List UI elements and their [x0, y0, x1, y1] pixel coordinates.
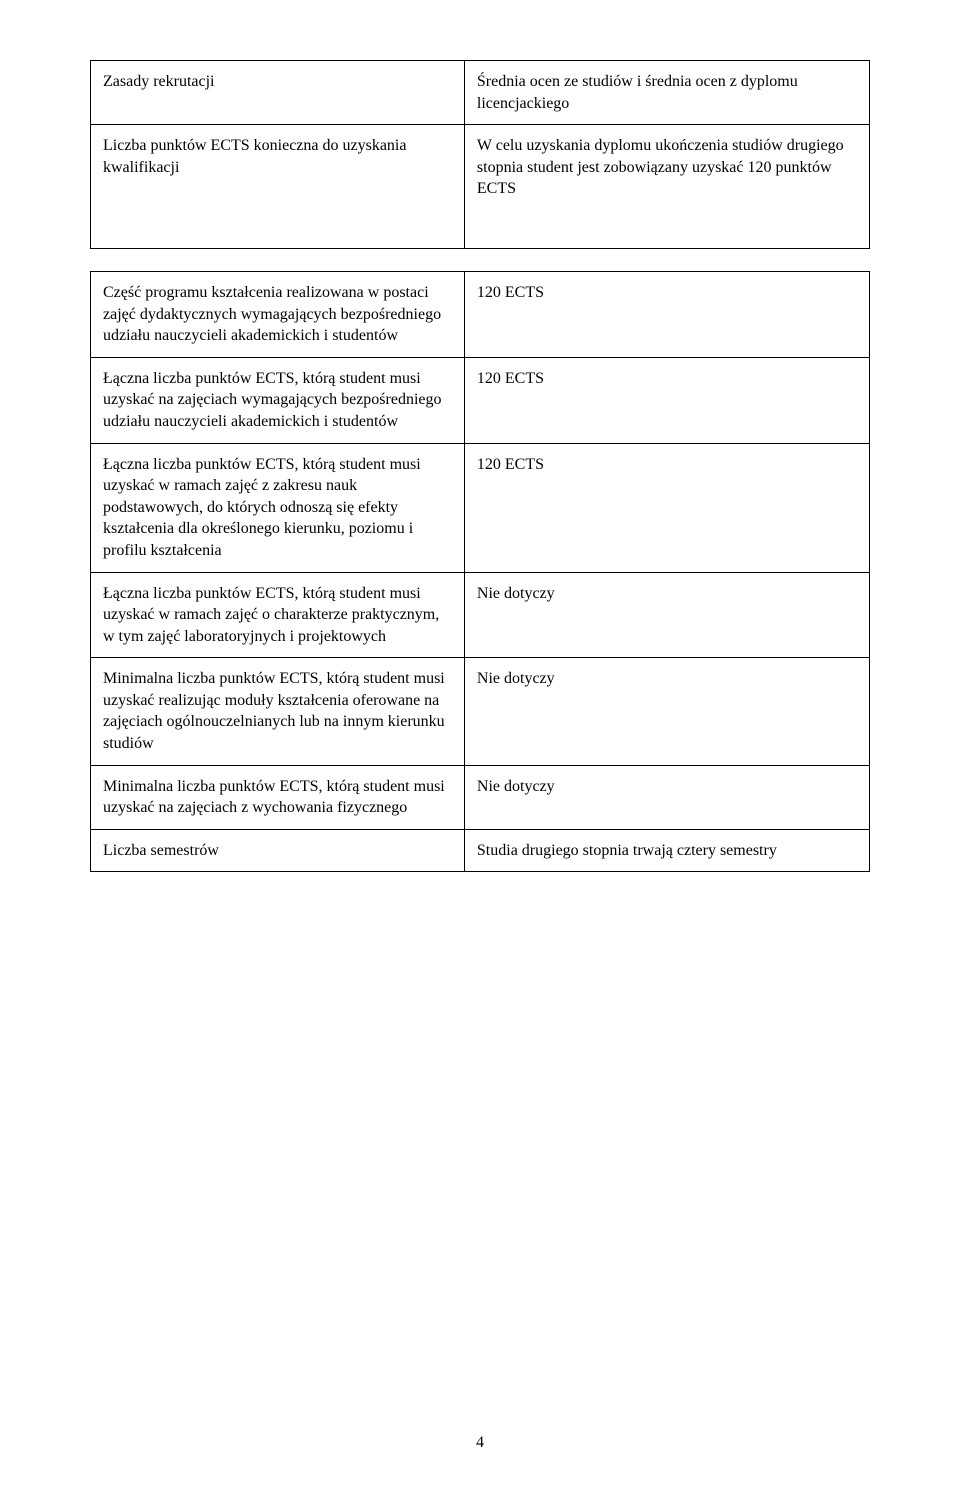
cell-right: Nie dotyczy [464, 572, 869, 658]
table-gap [90, 249, 870, 271]
table-1: Zasady rekrutacji Średnia ocen ze studió… [90, 60, 870, 249]
cell-left: Łączna liczba punktów ECTS, którą studen… [91, 443, 465, 572]
cell-right: Nie dotyczy [464, 658, 869, 765]
table-row: Minimalna liczba punktów ECTS, którą stu… [91, 658, 870, 765]
table-2: Część programu kształcenia realizowana w… [90, 271, 870, 872]
cell-left: Łączna liczba punktów ECTS, którą studen… [91, 572, 465, 658]
cell-left: Zasady rekrutacji [91, 61, 465, 125]
cell-left: Minimalna liczba punktów ECTS, którą stu… [91, 765, 465, 829]
cell-right: 120 ECTS [464, 443, 869, 572]
page-container: Zasady rekrutacji Średnia ocen ze studió… [0, 0, 960, 1488]
table-row: Łączna liczba punktów ECTS, którą studen… [91, 572, 870, 658]
cell-right: 120 ECTS [464, 357, 869, 443]
table-row: Liczba semestrów Studia drugiego stopnia… [91, 829, 870, 872]
cell-right: Nie dotyczy [464, 765, 869, 829]
cell-right: W celu uzyskania dyplomu ukończenia stud… [464, 125, 869, 249]
cell-left: Łączna liczba punktów ECTS, którą studen… [91, 357, 465, 443]
cell-left: Liczba punktów ECTS konieczna do uzyskan… [91, 125, 465, 249]
page-number: 4 [0, 1434, 960, 1452]
table-row: Minimalna liczba punktów ECTS, którą stu… [91, 765, 870, 829]
cell-left: Liczba semestrów [91, 829, 465, 872]
table-row: Łączna liczba punktów ECTS, którą studen… [91, 443, 870, 572]
table-row: Zasady rekrutacji Średnia ocen ze studió… [91, 61, 870, 125]
cell-right: 120 ECTS [464, 271, 869, 357]
cell-right: Studia drugiego stopnia trwają cztery se… [464, 829, 869, 872]
cell-left: Minimalna liczba punktów ECTS, którą stu… [91, 658, 465, 765]
cell-right: Średnia ocen ze studiów i średnia ocen z… [464, 61, 869, 125]
table-row: Liczba punktów ECTS konieczna do uzyskan… [91, 125, 870, 249]
table-row: Część programu kształcenia realizowana w… [91, 271, 870, 357]
cell-left: Część programu kształcenia realizowana w… [91, 271, 465, 357]
table-row: Łączna liczba punktów ECTS, którą studen… [91, 357, 870, 443]
